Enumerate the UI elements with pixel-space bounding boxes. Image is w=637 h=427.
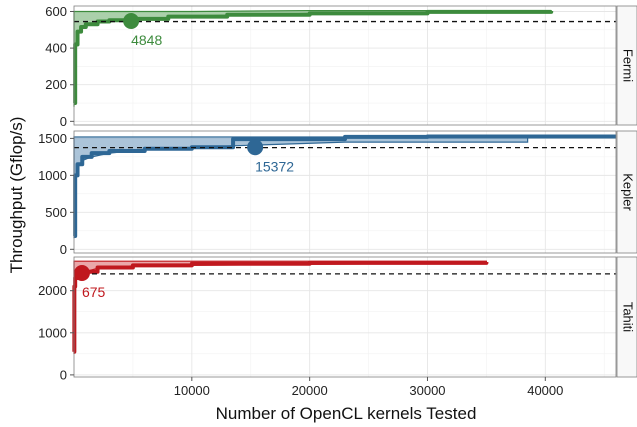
marker-point-fermi [123,13,140,30]
x-tick-label: 20000 [292,383,328,398]
y-tick-label: 1000 [38,325,67,340]
y-tick-label: 500 [45,205,67,220]
y-tick-label: 0 [60,367,67,382]
y-tick-label: 400 [45,41,67,56]
facet-label-kepler: Kepler [621,173,636,211]
y-tick-label: 1000 [38,168,67,183]
panel-border [73,256,617,378]
y-tick-label: 0 [60,114,67,129]
x-tick-label: 40000 [527,383,563,398]
panel-border [73,130,617,254]
series-line-tahiti [72,260,489,354]
marker-label-kepler: 15372 [255,158,294,174]
y-tick-label: 1500 [38,131,67,146]
marker-point-tahiti [73,265,90,281]
y-tick-label: 600 [45,4,67,19]
x-axis-title: Number of OpenCL kernels Tested [216,404,477,423]
marker-point-kepler [247,139,264,156]
facet-strip [616,256,637,378]
facet-label-tahiti: Tahiti [621,302,636,332]
x-tick-label: 30000 [409,383,445,398]
panel-fermi: 4848 0 200 400 600 Fermi [45,4,637,129]
y-tick-label: 200 [45,77,67,92]
x-axis: 10000 20000 30000 40000 [174,377,563,398]
panel-tahiti: 675 0 1000 2000 Tahiti [38,256,637,382]
panel-background [74,257,616,377]
facet-label-fermi: Fermi [621,49,636,82]
panel-kepler: 15372 0 500 1000 1500 Kepler [38,130,637,257]
facet-strip [616,5,637,126]
panels-layer: 4848 0 200 400 600 Fermi 15372 0 500 1000 1500 Kepl… [38,4,637,382]
y-axis-title: Throughput (Gflop/s) [7,117,26,274]
panel-border [73,5,617,126]
series-line-kepler [73,134,616,238]
facet-strip [616,130,637,254]
y-tick-label: 2000 [38,283,67,298]
panel-background [74,6,616,125]
panel-background [74,131,616,253]
y-tick-label: 0 [60,242,67,257]
marker-label-tahiti: 675 [82,284,106,300]
series-line-fermi [73,9,554,106]
marker-label-fermi: 4848 [131,32,162,48]
x-tick-label: 10000 [174,383,210,398]
